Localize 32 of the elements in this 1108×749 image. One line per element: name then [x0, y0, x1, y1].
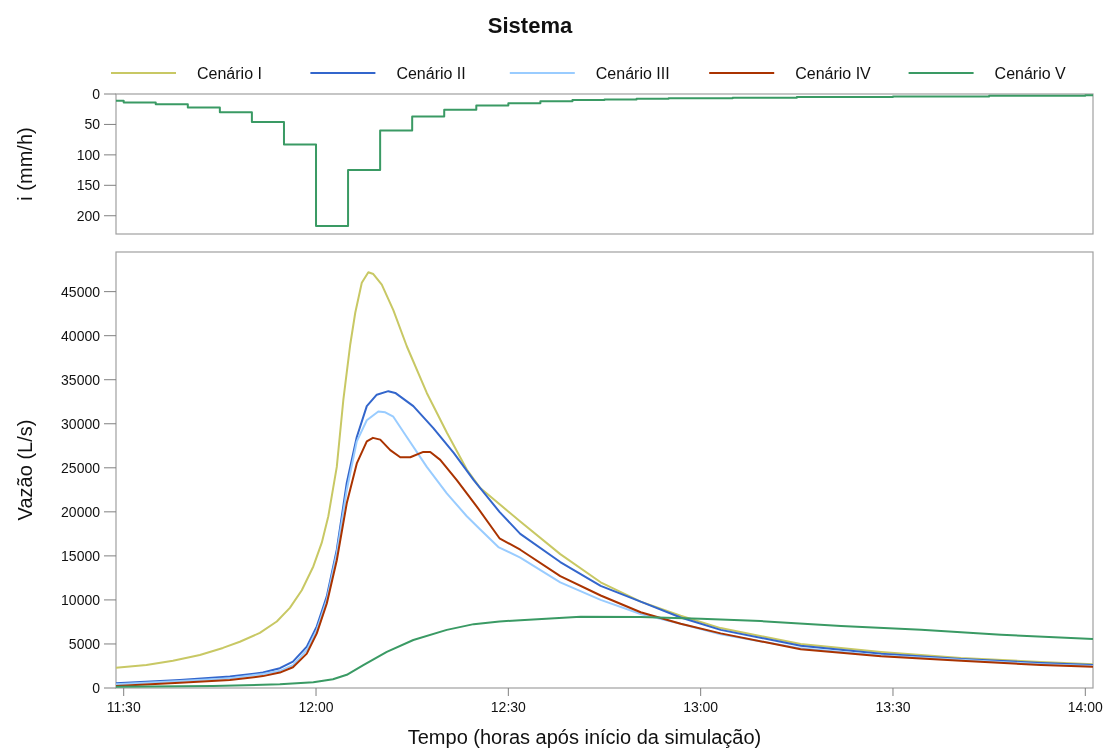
legend-label: Cenário III: [595, 64, 670, 82]
y-tick-label: 200: [76, 207, 101, 224]
x-tick-label: 13:30: [875, 699, 911, 715]
legend-label: Cenário IV: [795, 64, 872, 82]
y-tick-label: 35000: [61, 371, 101, 388]
y-tick-label: 0: [92, 85, 101, 102]
y-tick-label: 10000: [61, 591, 101, 608]
y-tick-label: 100: [76, 146, 101, 163]
y-tick-label: 150: [76, 177, 101, 194]
legend-label: Cenário II: [396, 64, 466, 82]
x-axis-title: Tempo (horas após início da simulação): [407, 726, 762, 748]
x-tick-label: 12:00: [298, 699, 334, 715]
legend-label: Cenário I: [197, 64, 262, 82]
y-tick-label: 50: [84, 116, 101, 133]
chart-title: Sistema: [487, 13, 573, 38]
y-tick-label: 45000: [61, 283, 101, 300]
x-tick-label: 11:30: [106, 699, 141, 715]
x-tick-label: 13:00: [683, 699, 719, 715]
y-tick-label: 25000: [61, 459, 101, 476]
y-tick-label: 0: [92, 679, 101, 696]
legend-label: Cenário V: [994, 64, 1067, 82]
y-axis-title: Vazão (L/s): [14, 419, 36, 521]
y-tick-label: 20000: [61, 503, 101, 520]
y-tick-label: 5000: [68, 635, 101, 652]
x-tick-label: 12:30: [490, 699, 527, 715]
y-tick-label: 15000: [61, 547, 101, 564]
y-tick-label: 30000: [61, 415, 101, 432]
y-tick-label: 40000: [61, 327, 101, 344]
x-tick-label: 14:00: [1067, 699, 1104, 715]
line-series: [115, 271, 1094, 669]
y-axis-title: i (mm/h): [14, 127, 36, 201]
line-series: [115, 615, 1094, 688]
